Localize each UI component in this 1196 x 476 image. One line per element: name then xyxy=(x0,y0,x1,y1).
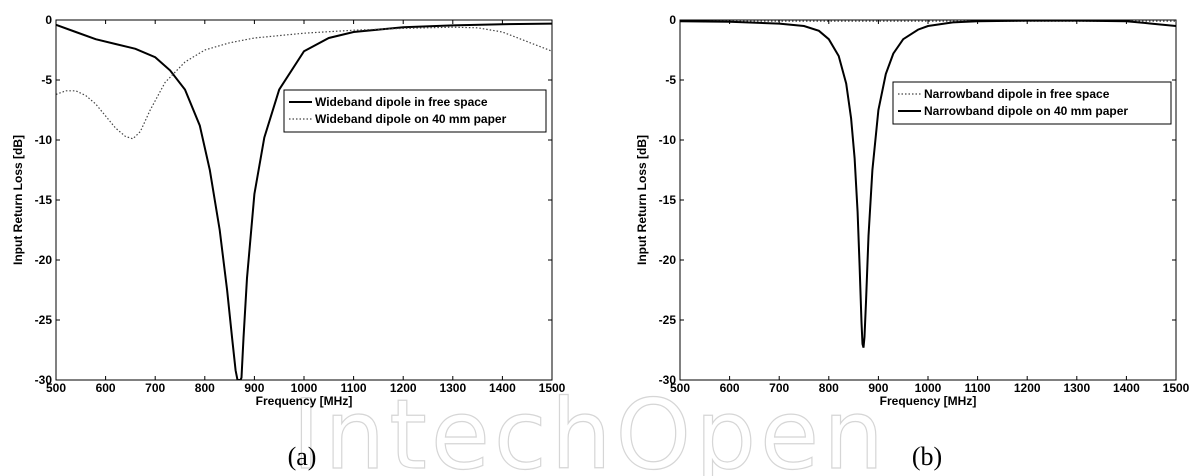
chart-a-xtick-label: 1400 xyxy=(489,381,516,395)
chart-b-ytick-label: -15 xyxy=(659,193,677,207)
chart-b-xtick-label: 600 xyxy=(720,381,740,395)
chart-a-ytick-label: -5 xyxy=(41,73,52,87)
chart-b-ytick-label: -5 xyxy=(665,73,676,87)
chart-b-x-axis-label: Frequency [MHz] xyxy=(880,394,977,408)
chart-b: 500 600 700 800 900 1000 1100 1200 1300 1400 1500 0… xyxy=(635,13,1190,471)
chart-a-ytick-label: -25 xyxy=(35,313,53,327)
chart-b-xtick-label: 900 xyxy=(868,381,888,395)
chart-a-ytick-label: -15 xyxy=(35,193,53,207)
chart-b-ytick-label: -30 xyxy=(659,373,677,387)
chart-b-legend-label-1: Narrowband dipole in free space xyxy=(924,87,1110,101)
chart-b-panel-caption: (b) xyxy=(912,442,942,471)
chart-b-xtick-label: 800 xyxy=(819,381,839,395)
chart-b-legend-label-2: Narrowband dipole on 40 mm paper xyxy=(924,104,1128,118)
chart-b-xtick-label: 700 xyxy=(769,381,789,395)
chart-b-ytick-label: 0 xyxy=(669,13,676,27)
chart-a-xtick-label: 700 xyxy=(145,381,165,395)
chart-a-x-axis-label: Frequency [MHz] xyxy=(256,394,353,408)
chart-b-xtick-label: 1500 xyxy=(1163,381,1190,395)
chart-b-ytick-label: -25 xyxy=(659,313,677,327)
chart-a-xtick-label: 500 xyxy=(46,381,66,395)
chart-a-panel-caption: (a) xyxy=(288,442,317,471)
chart-a-xtick-label: 1500 xyxy=(539,381,566,395)
chart-a-xtick-label: 1300 xyxy=(439,381,466,395)
chart-a-xtick-label: 1000 xyxy=(291,381,318,395)
chart-b-xtick-label: 1000 xyxy=(915,381,942,395)
chart-b-xtick-label: 1100 xyxy=(965,381,991,395)
chart-a-xtick-label: 900 xyxy=(244,381,264,395)
chart-b-ytick-label: -20 xyxy=(659,253,677,267)
chart-b-plot-frame xyxy=(679,19,1177,381)
chart-a-series-2-line xyxy=(56,26,552,140)
chart-a-series-1-line xyxy=(56,22,552,380)
chart-b-xtick-label: 1400 xyxy=(1113,381,1140,395)
chart-b-xtick-label: 1200 xyxy=(1014,381,1041,395)
watermark: IntechOpen xyxy=(292,379,888,476)
chart-a-ytick-label: -10 xyxy=(35,133,53,147)
panels: 500 600 700 800 900 1000 1100 1200 1300 1400 1500 0… xyxy=(11,13,1190,471)
chart-b-xtick-label: 500 xyxy=(670,381,690,395)
chart-a-xtick-label: 600 xyxy=(96,381,116,395)
chart-b-y-axis-label: Input Return Loss [dB] xyxy=(635,135,649,265)
chart-b-series-2-line xyxy=(680,20,1176,348)
chart-a-ytick-label: 0 xyxy=(45,13,52,27)
chart-a-xtick-label: 1100 xyxy=(341,381,367,395)
chart-a: 500 600 700 800 900 1000 1100 1200 1300 1400 1500 0… xyxy=(11,13,566,471)
chart-a-xtick-label: 1200 xyxy=(390,381,417,395)
chart-a-legend-label-1: Wideband dipole in free space xyxy=(315,95,488,109)
chart-b-ytick-label: -10 xyxy=(659,133,677,147)
chart-a-legend-label-2: Wideband dipole on 40 mm paper xyxy=(315,112,507,126)
chart-a-legend-box xyxy=(283,89,547,133)
chart-a-ytick-label: -20 xyxy=(35,253,53,267)
chart-a-xtick-label: 800 xyxy=(195,381,215,395)
chart-b-legend-box xyxy=(892,81,1172,125)
chart-a-y-axis-label: Input Return Loss [dB] xyxy=(11,135,25,265)
chart-a-plot-frame xyxy=(55,19,553,381)
chart-a-ytick-label: -30 xyxy=(35,373,53,387)
chart-b-xtick-label: 1300 xyxy=(1063,381,1090,395)
